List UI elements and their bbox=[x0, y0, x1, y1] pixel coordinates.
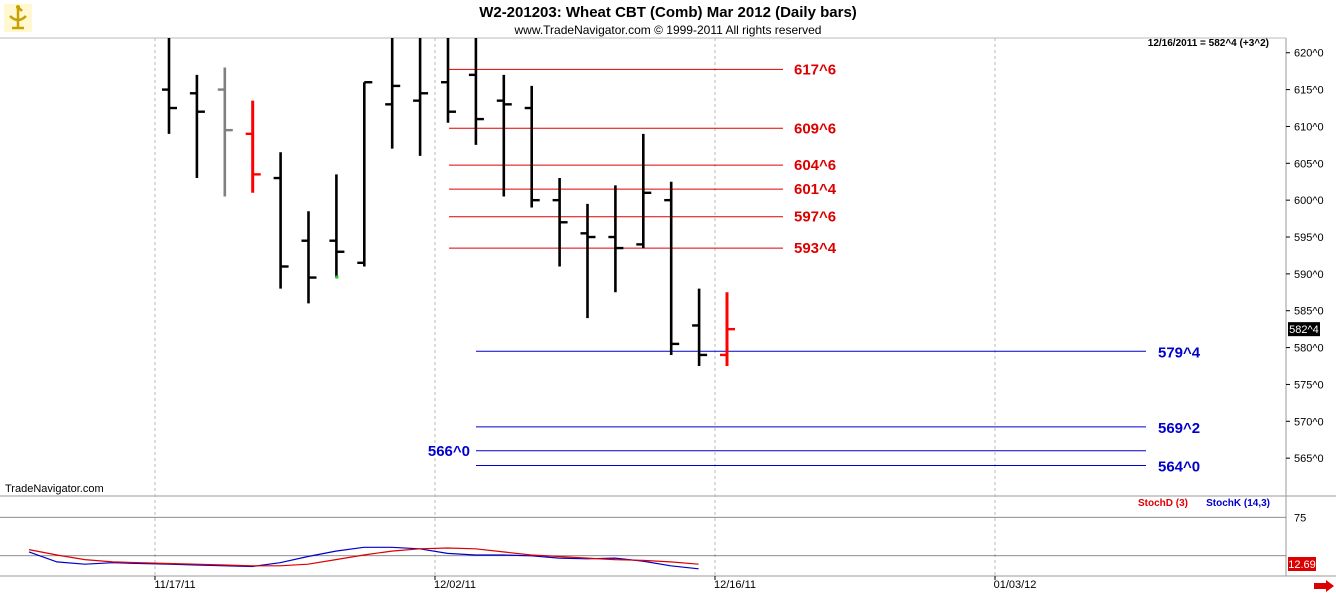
stochd-line bbox=[28, 547, 699, 567]
last-price-marker: 582^4 bbox=[1288, 322, 1320, 337]
last-bar-info: 12/16/2011 = 582^4 (+3^2) bbox=[1148, 38, 1269, 49]
price-tick-label: 580^0 bbox=[1294, 343, 1324, 355]
price-tick-label: 600^0 bbox=[1294, 195, 1324, 207]
price-tick-label: 610^0 bbox=[1294, 121, 1324, 133]
support-label: 579^4 bbox=[1158, 344, 1201, 361]
indicator-last-value: 12.69 bbox=[1288, 559, 1316, 571]
ohlc-bars bbox=[162, 38, 735, 367]
indicator-last-marker: 12.69 bbox=[1288, 557, 1316, 571]
chart-subtitle: www.TradeNavigator.com © 1999-2011 All r… bbox=[514, 23, 822, 37]
resistance-label: 597^6 bbox=[794, 209, 836, 226]
signal-marker bbox=[335, 275, 339, 279]
resistance-label: 604^6 bbox=[794, 157, 836, 174]
support-label: 566^0 bbox=[428, 443, 470, 460]
price-tick-label: 615^0 bbox=[1294, 85, 1324, 97]
scroll-right-arrow-icon[interactable] bbox=[1312, 580, 1334, 592]
price-tick-label: 595^0 bbox=[1294, 232, 1324, 244]
price-tick-label: 585^0 bbox=[1294, 306, 1324, 318]
support-resistance-levels: 617^6 609^6 604^6 601^4 597^6 593^4 579^4 569^2… bbox=[428, 61, 1201, 475]
support-label: 569^2 bbox=[1158, 420, 1200, 437]
stochk-line bbox=[28, 546, 699, 570]
legend-stochd: StochD (3) bbox=[1138, 498, 1188, 509]
last-price-label: 582^4 bbox=[1289, 324, 1319, 336]
resistance-label: 593^4 bbox=[794, 240, 837, 257]
resistance-label: 601^4 bbox=[794, 181, 837, 198]
watermark: TradeNavigator.com bbox=[5, 483, 104, 495]
legend-stochk: StochK (14,3) bbox=[1206, 498, 1270, 509]
price-tick-label: 620^0 bbox=[1294, 48, 1324, 60]
price-tick-label: 570^0 bbox=[1294, 416, 1324, 428]
support-label: 564^0 bbox=[1158, 459, 1200, 476]
price-tick-label: 605^0 bbox=[1294, 158, 1324, 170]
price-tick-label: 590^0 bbox=[1294, 269, 1324, 281]
resistance-label: 609^6 bbox=[794, 120, 836, 137]
price-tick-label: 565^0 bbox=[1294, 453, 1324, 465]
chart-title: W2-201203: Wheat CBT (Comb) Mar 2012 (Da… bbox=[479, 4, 857, 21]
indicator-level-label: 75 bbox=[1294, 512, 1306, 524]
resistance-label: 617^6 bbox=[794, 61, 836, 78]
time-axis: 11/17/11 12/02/11 12/16/11 01/03/12 bbox=[154, 576, 1036, 591]
time-tick-label: 11/17/11 bbox=[154, 579, 195, 591]
trade-navigator-logo bbox=[4, 4, 32, 32]
stochastic-indicator: 75 bbox=[0, 512, 1306, 570]
price-axis: 620^0 615^0 610^0 605^0 600^0 595^0 590^0 585^0… bbox=[1286, 48, 1324, 465]
time-tick-label: 12/02/11 bbox=[434, 579, 476, 591]
price-tick-label: 575^0 bbox=[1294, 379, 1324, 391]
time-tick-label: 12/16/11 bbox=[714, 579, 756, 591]
time-tick-label: 01/03/12 bbox=[994, 579, 1037, 591]
